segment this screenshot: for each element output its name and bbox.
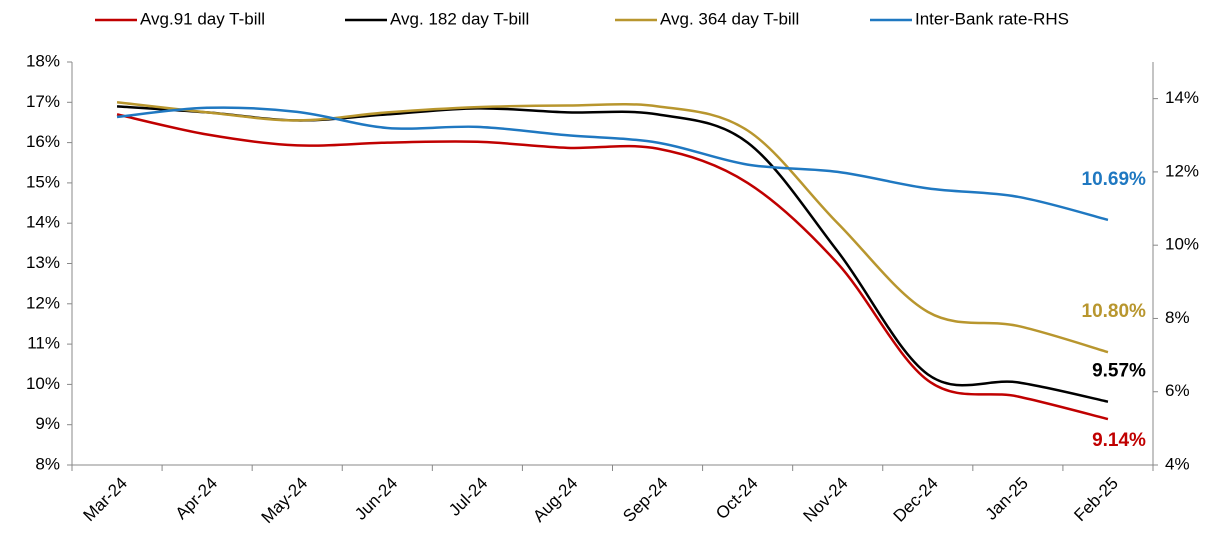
y-tick-label: 10% [26,374,60,393]
y-tick-label: 11% [27,334,60,353]
x-tick-label: Jan-25 [982,474,1032,524]
series-line [116,106,1109,222]
data-label: 10.80% [1082,301,1147,322]
y2-tick-label: 8% [1165,308,1190,327]
legend-label: Inter-Bank rate-RHS [915,9,1069,28]
y2-tick-label: 6% [1165,381,1190,400]
data-label: 10.69% [1082,169,1147,190]
x-tick-label: May-24 [258,474,312,528]
x-tick-label: Aug-24 [529,474,581,526]
x-tick-label: Sep-24 [619,474,671,526]
x-tick-label: Apr-24 [172,474,222,524]
legend-label: Avg. 364 day T-bill [660,9,799,28]
x-tick-label: Feb-25 [1070,474,1122,526]
legend-label: Avg.91 day T-bill [140,9,265,28]
data-label: 9.57% [1092,361,1146,382]
y-tick-label: 8% [35,454,60,473]
y-tick-label: 13% [26,253,60,272]
series-line [116,105,1109,403]
y-tick-label: 12% [26,293,60,312]
x-tick-label: Jul-24 [445,474,491,520]
y-tick-label: 14% [26,213,60,232]
series-line [116,113,1109,421]
y-tick-label: 15% [26,172,60,191]
x-tick-label: Mar-24 [80,474,132,526]
series-line [116,101,1109,354]
y2-tick-label: 12% [1165,161,1199,180]
x-tick-label: Oct-24 [712,474,762,524]
y-tick-label: 9% [35,414,60,433]
legend-label: Avg. 182 day T-bill [390,9,529,28]
y-tick-label: 17% [26,92,60,111]
x-tick-label: Jun-24 [351,474,401,524]
y2-tick-label: 10% [1165,235,1199,254]
data-label: 9.14% [1092,430,1146,451]
x-tick-label: Nov-24 [800,474,852,526]
y2-tick-label: 4% [1165,454,1190,473]
y-tick-label: 18% [26,51,60,70]
y-tick-label: 16% [26,132,60,151]
x-tick-label: Dec-24 [890,474,942,526]
y2-tick-label: 14% [1165,88,1199,107]
